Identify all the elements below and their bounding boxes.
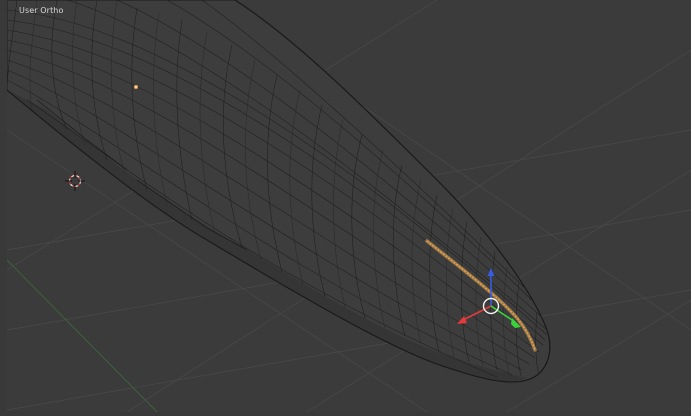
selected-edge-loop[interactable]	[425, 239, 537, 352]
viewport-canvas[interactable]: User Ortho	[7, 0, 691, 412]
mesh-object[interactable]	[7, 0, 551, 383]
y-axis-line	[7, 259, 158, 412]
3d-cursor-icon[interactable]	[65, 171, 85, 191]
selected-vertex-icon[interactable]	[134, 85, 138, 89]
transform-manipulator-icon[interactable]	[457, 268, 521, 328]
floor-grid	[7, 0, 691, 412]
viewport-scene[interactable]	[7, 0, 691, 412]
